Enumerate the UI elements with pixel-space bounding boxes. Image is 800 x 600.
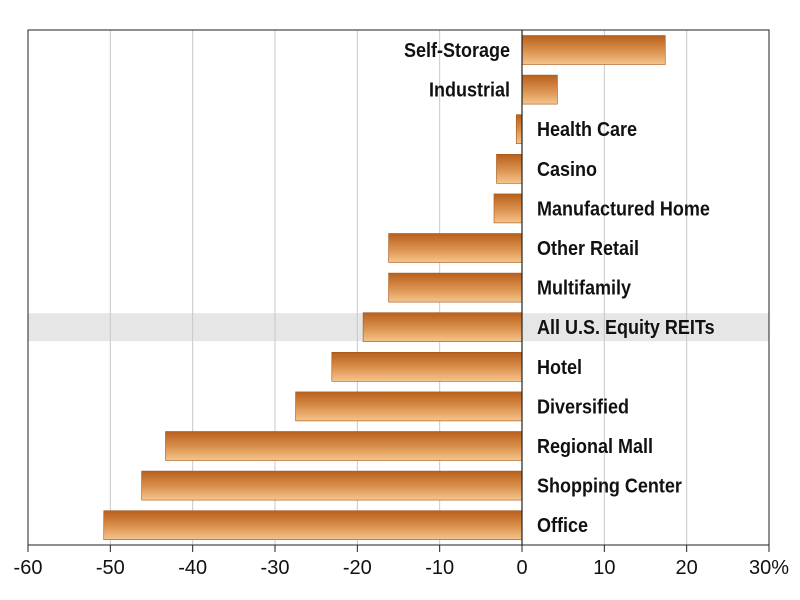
x-tick-label: -10 [425,557,454,579]
category-label: Casino [537,159,597,181]
x-tick-label: -30 [261,557,290,579]
bar-shopping-center [141,470,523,501]
category-label: Regional Mall [537,436,653,458]
x-tick-label: -50 [96,557,125,579]
bar-diversified [295,391,523,422]
category-label: Multifamily [537,278,631,300]
bar-office [103,510,523,541]
plot-border [27,29,770,546]
bar-health-care [515,114,523,144]
bar-other-retail [388,233,523,263]
x-tick-label: -40 [178,557,207,579]
category-label: Diversified [537,397,629,419]
category-label: Industrial [429,80,510,102]
bar-manufactured-home [493,193,523,224]
category-label: Office [537,515,588,537]
category-label: All U.S. Equity REITs [537,317,715,339]
bar-industrial [521,74,558,105]
bar-casino [496,154,523,184]
category-label: Shopping Center [537,476,682,498]
bar-hotel [331,351,523,382]
category-label: Other Retail [537,238,639,260]
bar-regional-mall [165,431,523,461]
category-label: Manufactured Home [537,199,710,221]
x-tick-label: 30% [749,557,789,579]
bar-all-u-s-equity-reits [362,312,523,343]
x-tick-label: -60 [14,557,43,579]
x-tick-label: -20 [343,557,372,579]
bar-self-storage [521,35,666,65]
category-label: Health Care [537,119,637,141]
bar-multifamily [388,272,523,303]
x-tick-label: 20 [676,557,698,579]
x-tick-label: 10 [593,557,615,579]
x-tick-label: 0 [516,557,527,579]
category-label: Hotel [537,357,582,379]
category-label: Self-Storage [404,40,510,62]
